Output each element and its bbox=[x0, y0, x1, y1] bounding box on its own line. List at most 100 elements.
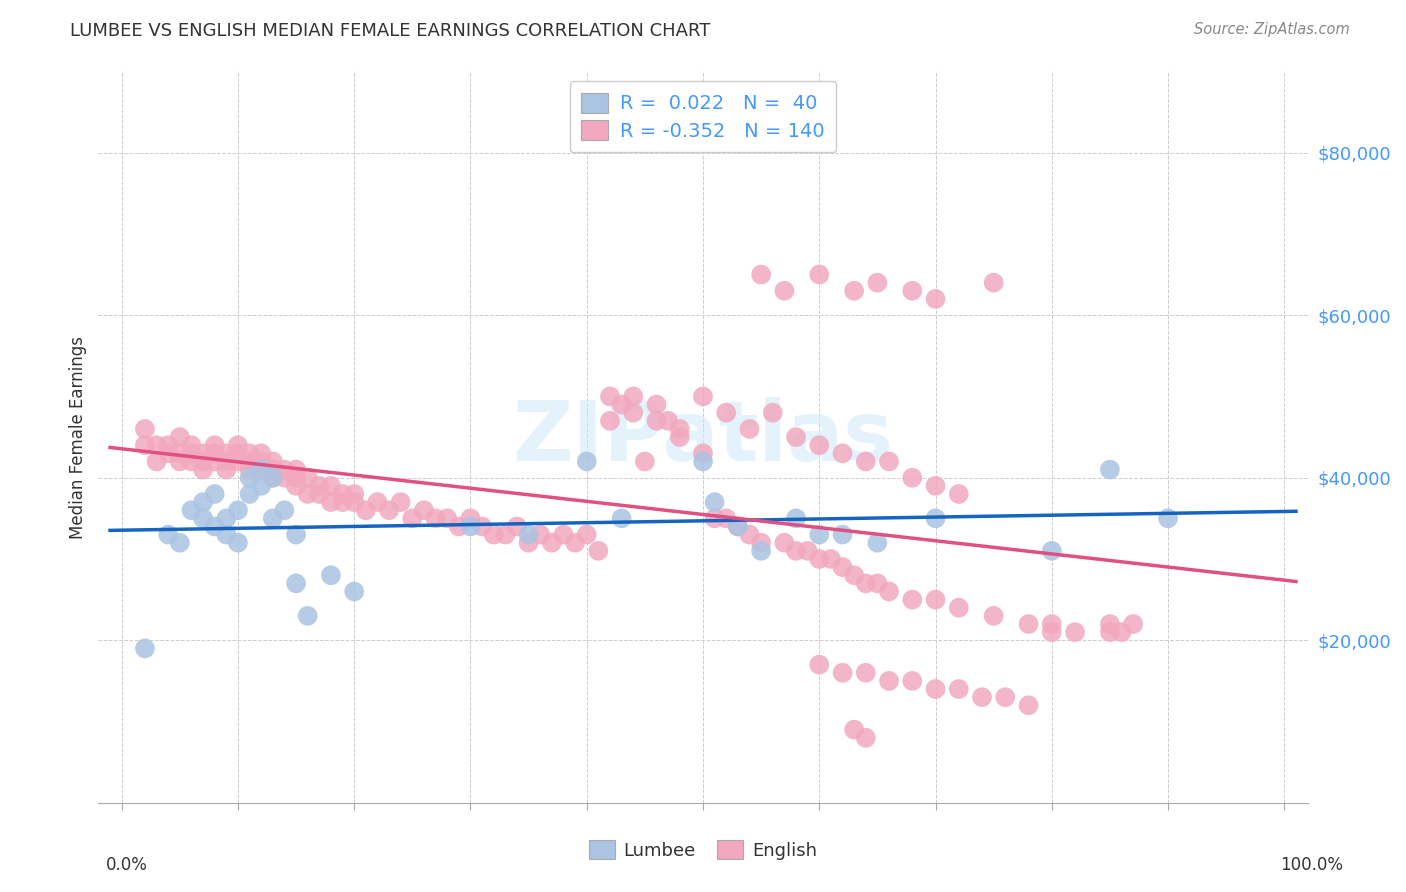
Point bbox=[436, 511, 458, 525]
Point bbox=[215, 462, 238, 476]
Point bbox=[204, 454, 226, 468]
Point bbox=[749, 268, 772, 282]
Point bbox=[239, 462, 262, 476]
Point bbox=[273, 462, 295, 476]
Point bbox=[215, 527, 238, 541]
Point bbox=[517, 535, 540, 549]
Point bbox=[866, 576, 889, 591]
Point bbox=[773, 284, 796, 298]
Text: ZIPatlas: ZIPatlas bbox=[513, 397, 893, 477]
Point bbox=[319, 495, 342, 509]
Point bbox=[703, 511, 725, 525]
Point bbox=[273, 503, 295, 517]
Point bbox=[285, 479, 308, 493]
Point bbox=[831, 665, 853, 680]
Point bbox=[924, 511, 946, 525]
Point bbox=[297, 471, 319, 485]
Point bbox=[1098, 462, 1121, 476]
Point bbox=[250, 454, 273, 468]
Point bbox=[540, 535, 562, 549]
Point bbox=[401, 511, 423, 525]
Y-axis label: Median Female Earnings: Median Female Earnings bbox=[69, 335, 87, 539]
Point bbox=[983, 276, 1005, 290]
Point bbox=[727, 519, 749, 533]
Point bbox=[901, 284, 924, 298]
Point bbox=[134, 438, 156, 452]
Point bbox=[169, 535, 191, 549]
Point bbox=[808, 657, 831, 672]
Point bbox=[425, 511, 447, 525]
Point bbox=[226, 503, 249, 517]
Point bbox=[855, 576, 877, 591]
Point bbox=[703, 495, 725, 509]
Point bbox=[1111, 625, 1133, 640]
Point bbox=[226, 535, 249, 549]
Point bbox=[262, 454, 284, 468]
Point bbox=[191, 462, 214, 476]
Point bbox=[308, 479, 330, 493]
Point bbox=[319, 568, 342, 582]
Point bbox=[250, 462, 273, 476]
Point bbox=[366, 495, 388, 509]
Point bbox=[1098, 625, 1121, 640]
Point bbox=[285, 576, 308, 591]
Point bbox=[762, 406, 785, 420]
Point bbox=[332, 495, 354, 509]
Point bbox=[354, 503, 377, 517]
Point bbox=[901, 673, 924, 688]
Point bbox=[994, 690, 1017, 705]
Point bbox=[599, 389, 621, 403]
Point bbox=[866, 276, 889, 290]
Point bbox=[716, 511, 738, 525]
Point bbox=[297, 608, 319, 623]
Point bbox=[1040, 625, 1063, 640]
Point bbox=[215, 446, 238, 460]
Point bbox=[262, 471, 284, 485]
Point bbox=[796, 544, 818, 558]
Point bbox=[169, 430, 191, 444]
Point bbox=[692, 389, 714, 403]
Point bbox=[924, 292, 946, 306]
Point bbox=[1122, 617, 1144, 632]
Point bbox=[657, 414, 679, 428]
Point bbox=[180, 438, 202, 452]
Point bbox=[785, 544, 807, 558]
Point bbox=[250, 479, 273, 493]
Point bbox=[855, 665, 877, 680]
Point bbox=[621, 406, 644, 420]
Point bbox=[169, 454, 191, 468]
Point bbox=[482, 527, 505, 541]
Point bbox=[692, 446, 714, 460]
Point bbox=[575, 527, 598, 541]
Point bbox=[901, 471, 924, 485]
Point bbox=[716, 406, 738, 420]
Text: Source: ZipAtlas.com: Source: ZipAtlas.com bbox=[1194, 22, 1350, 37]
Point bbox=[262, 511, 284, 525]
Point bbox=[169, 446, 191, 460]
Point bbox=[727, 519, 749, 533]
Point bbox=[297, 487, 319, 501]
Text: 100.0%: 100.0% bbox=[1279, 856, 1343, 874]
Legend: Lumbee, English: Lumbee, English bbox=[582, 833, 824, 867]
Point bbox=[749, 535, 772, 549]
Point bbox=[634, 454, 657, 468]
Point bbox=[239, 487, 262, 501]
Point bbox=[180, 454, 202, 468]
Point bbox=[378, 503, 401, 517]
Point bbox=[285, 471, 308, 485]
Point bbox=[319, 479, 342, 493]
Point bbox=[610, 398, 633, 412]
Point bbox=[285, 527, 308, 541]
Point bbox=[599, 414, 621, 428]
Point bbox=[645, 398, 668, 412]
Point bbox=[983, 608, 1005, 623]
Point bbox=[1098, 617, 1121, 632]
Point bbox=[204, 446, 226, 460]
Point bbox=[831, 527, 853, 541]
Point bbox=[948, 487, 970, 501]
Point bbox=[844, 723, 866, 737]
Point bbox=[389, 495, 412, 509]
Point bbox=[226, 446, 249, 460]
Point bbox=[553, 527, 575, 541]
Point bbox=[191, 446, 214, 460]
